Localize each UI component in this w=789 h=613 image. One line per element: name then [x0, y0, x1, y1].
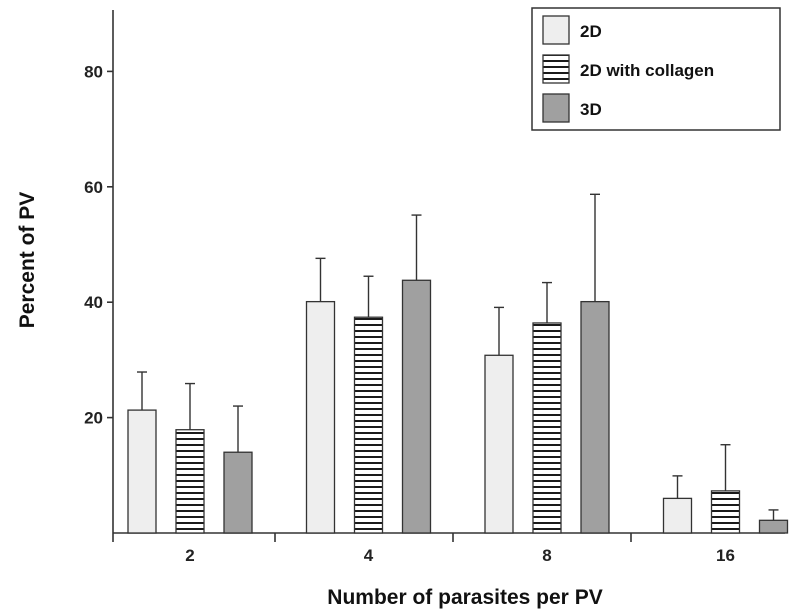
y-tick-label: 20 [84, 409, 103, 428]
legend-swatch-2d-collagen [542, 54, 570, 84]
bar [580, 300, 610, 534]
bar [662, 497, 693, 534]
legend-label-2d: 2D [580, 22, 602, 41]
y-axis-title: Percent of PV [16, 192, 39, 329]
x-tick-label: 4 [364, 546, 374, 565]
legend-box [531, 7, 781, 131]
bar [484, 354, 514, 534]
x-axis-title: Number of parasites per PV [327, 586, 602, 609]
y-tick-label: 60 [84, 178, 103, 197]
bar [305, 300, 336, 534]
x-tick-label: 2 [185, 546, 194, 565]
legend: 2D 2D with collagen 3D [531, 7, 781, 131]
legend-swatch-2d [542, 15, 570, 45]
legend-label-2d-collagen: 2D with collagen [580, 61, 714, 80]
y-tick-label: 80 [84, 62, 103, 81]
bars [127, 193, 789, 534]
y-tick-label: 40 [84, 293, 103, 312]
legend-label-3d: 3D [580, 100, 602, 119]
x-tick-label: 8 [542, 546, 551, 565]
bar [353, 316, 384, 534]
bar [758, 519, 789, 534]
bar [175, 429, 205, 534]
x-tick-label: 16 [716, 546, 735, 565]
tick-labels: 20 40 60 80 2 4 8 16 [84, 62, 735, 565]
bar [401, 279, 432, 534]
bar [223, 451, 253, 534]
bar [127, 409, 157, 534]
bar [710, 490, 741, 534]
legend-swatch-3d [542, 93, 570, 123]
bar [532, 322, 562, 534]
